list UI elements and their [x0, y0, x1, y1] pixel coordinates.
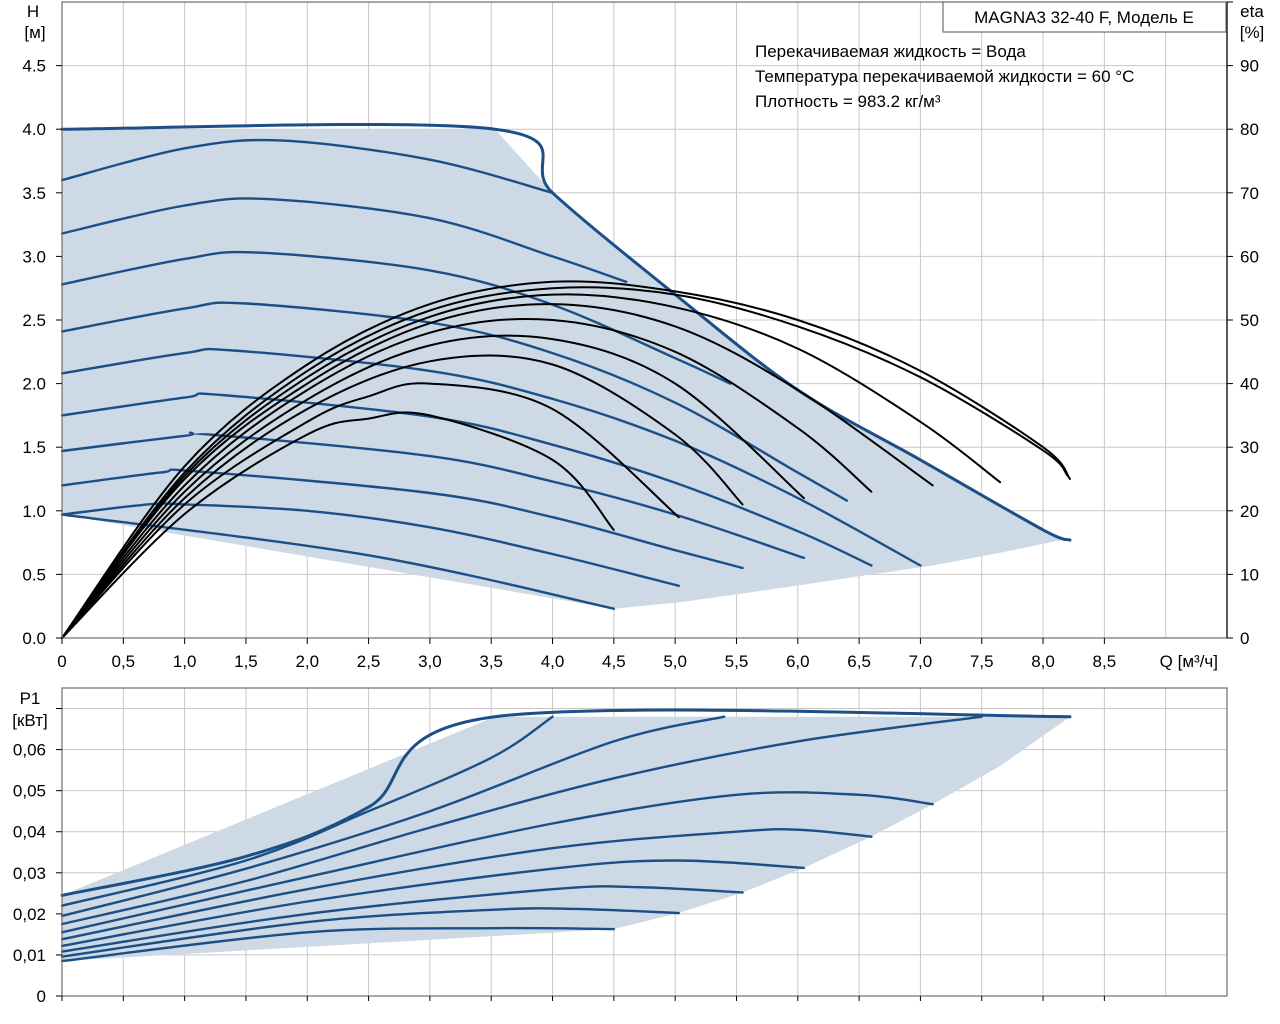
p1-curve — [60, 715, 726, 918]
eta-axis-unit: [%] — [1240, 23, 1265, 42]
eta-curve — [61, 334, 805, 639]
eta-curve — [61, 318, 873, 639]
q-tick-label: 0,5 — [111, 652, 135, 671]
h-tick-label: 1.5 — [22, 438, 46, 457]
p1-curve — [60, 715, 554, 907]
h-axis-unit: [м] — [24, 23, 45, 42]
q-tick-label: 8,5 — [1093, 652, 1117, 671]
p1-tick-label: 0,04 — [13, 823, 46, 842]
chart-title: MAGNA3 32-40 F, Модель E — [974, 8, 1194, 27]
eta-curve — [61, 354, 744, 639]
p1-envelope — [62, 716, 1071, 962]
qh-chart: 0 0,5 1,0 1,5 2,0 2,5 3,0 3,5 4,0 4,5 5,0 5,5 6,0 6,5… — [22, 1, 1265, 671]
qh-curve — [60, 250, 732, 385]
info-fluid: Перекачиваемая жидкость = Вода — [755, 42, 1026, 61]
q-tick-label: 3,0 — [418, 652, 442, 671]
info-temperature: Температура перекачиваемой жидкости = 60… — [755, 67, 1134, 86]
p1-curve — [60, 926, 615, 963]
qh-series-group — [60, 122, 1072, 639]
eta-tick-label: 0 — [1240, 629, 1249, 648]
q-tick-label: 6,5 — [847, 652, 871, 671]
eta-curve — [61, 293, 1002, 639]
p1-curve — [60, 859, 806, 948]
q-tick-label: 7,0 — [909, 652, 933, 671]
q-tick-label: 4,0 — [541, 652, 565, 671]
h-axis-label: H — [27, 2, 39, 21]
eta-tick-label: 80 — [1240, 120, 1259, 139]
h-tick-label: 3.0 — [22, 247, 46, 266]
p1-curve — [60, 715, 983, 926]
p1-curve — [60, 791, 934, 934]
h-tick-label: 1.0 — [22, 502, 46, 521]
qh-curve — [60, 138, 554, 194]
q-axis-label: Q [м³/ч] — [1160, 652, 1218, 671]
qh-curve — [60, 347, 922, 567]
qh-curve — [60, 197, 628, 283]
q-tick-label: 2,0 — [295, 652, 319, 671]
h-tick-label: 4.5 — [22, 57, 46, 76]
p1-axis-unit: [кВт] — [12, 711, 47, 730]
q-tick-label: 1,0 — [173, 652, 197, 671]
info-density: Плотность = 983.2 кг/м³ — [755, 92, 941, 111]
eta-curve — [61, 411, 615, 639]
h-tick-label: 4.0 — [22, 120, 46, 139]
p1-envelope-area — [62, 716, 1071, 962]
q-tick-label: 4,5 — [602, 652, 626, 671]
p1-tick-label: 0,02 — [13, 905, 46, 924]
eta-tick-label: 50 — [1240, 311, 1259, 330]
p1-tick-label: 0 — [37, 987, 46, 1006]
qh-curve — [60, 301, 848, 502]
p1-tick-label: 0,05 — [13, 782, 46, 801]
eta-tick-label: 90 — [1240, 57, 1259, 76]
title-box — [942, 1, 1227, 33]
q-tick-label: 2,5 — [357, 652, 381, 671]
p1-chart: 0 0,01 0,02 0,03 0,04 0,05 0,06 P1 [кВт] — [12, 687, 1228, 1006]
qh-ticks: 0 0,5 1,0 1,5 2,0 2,5 3,0 3,5 4,0 4,5 5,0 5,5 6,0 6,5… — [22, 1, 1259, 671]
eta-tick-label: 40 — [1240, 375, 1259, 394]
p1-max-curve — [60, 708, 1072, 897]
qh-curve — [60, 392, 873, 567]
qh-curve — [60, 468, 744, 570]
p1-curve — [60, 885, 744, 953]
q-tick-label: 5,5 — [725, 652, 749, 671]
h-tick-label: 2.5 — [22, 311, 46, 330]
h-tick-label: 0.0 — [22, 629, 46, 648]
p1-plot-frame — [61, 687, 1228, 997]
p1-ticks: 0 0,01 0,02 0,03 0,04 0,05 0,06 — [13, 708, 1105, 1006]
eta-tick-label: 10 — [1240, 565, 1259, 584]
q-tick-label: 5,0 — [663, 652, 687, 671]
qh-curve — [60, 502, 680, 587]
p1-curve — [60, 907, 680, 958]
eta-curve — [61, 280, 1071, 639]
p1-series-group — [60, 708, 1072, 963]
p1-tick-label: 0,01 — [13, 946, 46, 965]
eta-curve — [61, 286, 1069, 639]
p1-tick-label: 0,03 — [13, 864, 46, 883]
h-tick-label: 3.5 — [22, 184, 46, 203]
eta-tick-label: 20 — [1240, 502, 1259, 521]
qh-curve — [60, 513, 615, 610]
q-tick-label: 6,0 — [786, 652, 810, 671]
p1-tick-label: 0,06 — [13, 741, 46, 760]
eta-tick-label: 60 — [1240, 247, 1259, 266]
q-tick-label: 1,5 — [234, 652, 258, 671]
h-tick-label: 2.0 — [22, 375, 46, 394]
eta-tick-label: 70 — [1240, 184, 1259, 203]
p1-curve — [60, 827, 873, 941]
q-tick-label: 8,0 — [1031, 652, 1055, 671]
eta-curve — [61, 382, 680, 639]
h-tick-label: 0.5 — [22, 565, 46, 584]
q-tick-label: 7,5 — [970, 652, 994, 671]
eta-curve — [61, 303, 934, 639]
p1-axis-label: P1 — [20, 689, 41, 708]
q-tick-label: 3,5 — [479, 652, 503, 671]
q-tick-label: 0 — [57, 652, 66, 671]
eta-tick-label: 30 — [1240, 438, 1259, 457]
eta-axis-label: eta — [1240, 2, 1264, 21]
